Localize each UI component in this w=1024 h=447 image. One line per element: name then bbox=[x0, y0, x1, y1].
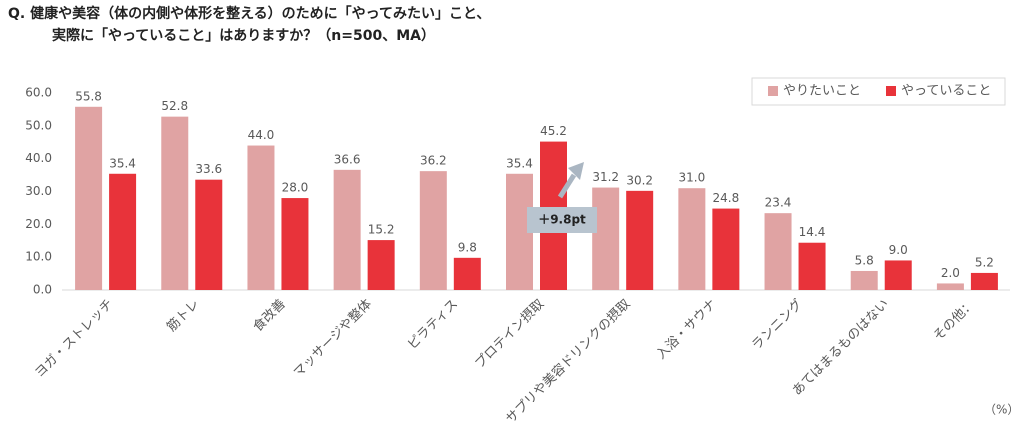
chart-title: Q. 健康や美容（体の内側や体形を整える）のために「やってみたい」こと、 bbox=[8, 5, 490, 22]
bar bbox=[970, 272, 998, 290]
x-tick-label: 食改善 bbox=[250, 296, 289, 335]
annotation-box bbox=[527, 207, 597, 233]
bar bbox=[678, 188, 706, 290]
bar bbox=[281, 198, 309, 290]
value-label: 36.2 bbox=[420, 154, 447, 168]
bar bbox=[109, 173, 137, 290]
y-tick-label: 0.0 bbox=[33, 283, 52, 297]
value-label: 31.2 bbox=[592, 170, 619, 184]
bar bbox=[936, 283, 964, 290]
bar bbox=[884, 260, 912, 290]
y-tick-label: 60.0 bbox=[25, 86, 52, 100]
x-tick-label: ピラティス bbox=[405, 297, 461, 353]
value-label: 35.4 bbox=[506, 156, 533, 170]
value-label: 30.2 bbox=[626, 173, 653, 187]
value-label: 45.2 bbox=[540, 124, 567, 138]
x-tick-label: マッサージや整体 bbox=[291, 297, 375, 381]
annotation-arrow bbox=[557, 173, 577, 199]
bar bbox=[592, 187, 620, 290]
value-label: 44.0 bbox=[248, 128, 275, 142]
value-label: 52.8 bbox=[161, 99, 188, 113]
bar bbox=[712, 208, 740, 290]
value-label: 15.2 bbox=[368, 223, 395, 237]
y-tick-label: 20.0 bbox=[25, 217, 52, 231]
chart-title: 実際に「やっていること」はありますか？（n=500、MA） bbox=[52, 27, 435, 44]
bar bbox=[367, 240, 395, 290]
value-label: 24.8 bbox=[713, 191, 740, 205]
legend-label: やっていること bbox=[901, 84, 991, 99]
y-tick-label: 30.0 bbox=[25, 184, 52, 198]
value-label: 5.8 bbox=[855, 253, 874, 267]
bar bbox=[247, 145, 275, 290]
x-tick-label: あてはまるものはない bbox=[790, 297, 892, 399]
bar bbox=[626, 190, 654, 290]
value-label: 55.8 bbox=[75, 89, 102, 103]
bar bbox=[333, 169, 361, 290]
annotation-label: ＋9.8pt bbox=[538, 213, 586, 227]
bar bbox=[419, 171, 447, 290]
value-label: 9.0 bbox=[889, 243, 908, 257]
y-tick-label: 50.0 bbox=[25, 118, 52, 132]
legend-swatch bbox=[886, 86, 896, 96]
value-label: 9.8 bbox=[458, 240, 477, 254]
value-label: 5.2 bbox=[975, 255, 994, 269]
value-label: 36.6 bbox=[334, 152, 361, 166]
x-tick-label: プロテイン摂取 bbox=[472, 296, 548, 372]
bar bbox=[195, 179, 223, 290]
legend-swatch bbox=[768, 86, 778, 96]
bar bbox=[161, 116, 189, 290]
value-label: 35.4 bbox=[109, 156, 136, 170]
x-tick-label: ランニング bbox=[749, 297, 806, 354]
bar bbox=[764, 213, 792, 290]
value-label: 28.0 bbox=[282, 181, 309, 195]
x-tick-label: ヨガ・ストレッチ bbox=[32, 297, 116, 381]
x-tick-label: その他： bbox=[931, 297, 978, 344]
y-tick-label: 10.0 bbox=[25, 250, 52, 264]
x-tick-label: 筋トレ bbox=[164, 296, 203, 335]
legend-box bbox=[751, 77, 1006, 106]
value-label: 23.4 bbox=[765, 196, 792, 210]
legend-label: やりたいこと bbox=[783, 84, 861, 99]
annotation-arrowhead bbox=[568, 162, 584, 180]
value-label: 14.4 bbox=[799, 225, 826, 239]
x-tick-label: 入浴・サウナ bbox=[654, 297, 720, 363]
bar bbox=[75, 106, 103, 290]
value-label: 31.0 bbox=[679, 171, 706, 185]
y-tick-label: 40.0 bbox=[25, 151, 52, 165]
bar bbox=[453, 257, 481, 290]
bar bbox=[798, 242, 826, 290]
value-label: 2.0 bbox=[941, 266, 960, 280]
bar bbox=[850, 270, 878, 290]
value-label: 33.6 bbox=[195, 162, 222, 176]
unit-label: （%） bbox=[984, 403, 1019, 417]
